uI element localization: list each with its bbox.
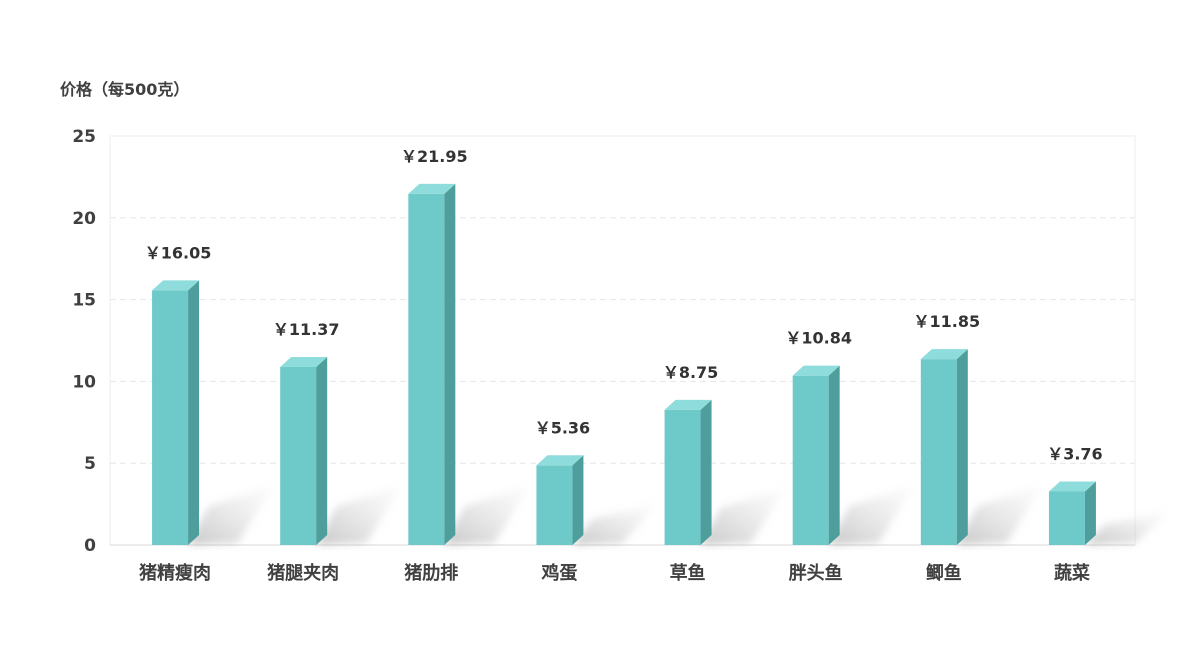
bar-shadow xyxy=(316,485,402,545)
bar-shadow xyxy=(956,485,1042,545)
y-tick-label: 15 xyxy=(72,291,96,311)
bar xyxy=(280,366,317,545)
x-tick-label: 鸡蛋 xyxy=(540,562,577,584)
bar-top xyxy=(536,455,584,466)
bar-side xyxy=(828,365,840,545)
x-tick-label: 胖头鱼 xyxy=(789,562,843,584)
bar-side xyxy=(1084,481,1096,545)
data-label: ￥3.76 xyxy=(1047,444,1102,463)
bar-top xyxy=(408,183,456,194)
bar-shadow xyxy=(1084,512,1170,545)
data-label: ￥21.95 xyxy=(401,147,468,166)
x-tick-label: 蔬菜 xyxy=(1054,563,1090,584)
bar xyxy=(408,193,445,545)
y-tick-label: 10 xyxy=(72,372,96,392)
bar xyxy=(664,409,701,545)
bar xyxy=(536,465,573,545)
bar xyxy=(792,375,829,545)
bar-top xyxy=(280,356,328,367)
bar-side xyxy=(572,455,584,545)
x-tick-label: 猪腿夹肉 xyxy=(266,562,339,584)
bar-top xyxy=(152,280,200,291)
data-label: ￥11.85 xyxy=(914,312,981,331)
bar-top xyxy=(1048,481,1096,492)
y-axis-title: 价格（每500克） xyxy=(60,80,190,99)
bar xyxy=(152,290,189,545)
bar-shadow xyxy=(700,487,786,545)
bar-side xyxy=(700,399,712,545)
data-label: ￥16.05 xyxy=(145,243,212,262)
x-tick-label: 草鱼 xyxy=(670,562,706,584)
bar-shadow xyxy=(188,485,274,545)
bar-side xyxy=(316,356,328,545)
bar-top xyxy=(792,365,840,376)
bar-shadow xyxy=(444,485,530,545)
data-label: ￥5.36 xyxy=(535,418,590,437)
bar xyxy=(920,359,957,545)
data-label: ￥10.84 xyxy=(785,329,852,348)
y-tick-label: 25 xyxy=(72,127,96,147)
bar-top xyxy=(920,349,968,360)
x-tick-label: 鲫鱼 xyxy=(926,562,962,584)
bar-shadow xyxy=(828,485,914,545)
x-tick-label: 猪肋排 xyxy=(403,562,458,584)
bar-side xyxy=(188,280,200,545)
bar xyxy=(1048,491,1085,545)
data-label: ￥8.75 xyxy=(663,363,718,382)
y-tick-label: 20 xyxy=(72,209,96,229)
bar-side xyxy=(956,349,968,545)
bar-side xyxy=(444,183,456,545)
bar-shadow xyxy=(572,504,658,545)
x-tick-label: 猪精瘦肉 xyxy=(138,562,211,584)
bar-top xyxy=(664,399,712,410)
plot-area xyxy=(109,135,1136,546)
y-tick-label: 5 xyxy=(84,454,96,474)
y-tick-label: 0 xyxy=(84,536,96,556)
data-label: ￥11.37 xyxy=(273,320,340,339)
